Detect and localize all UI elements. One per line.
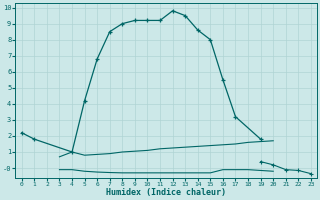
X-axis label: Humidex (Indice chaleur): Humidex (Indice chaleur): [106, 188, 226, 197]
